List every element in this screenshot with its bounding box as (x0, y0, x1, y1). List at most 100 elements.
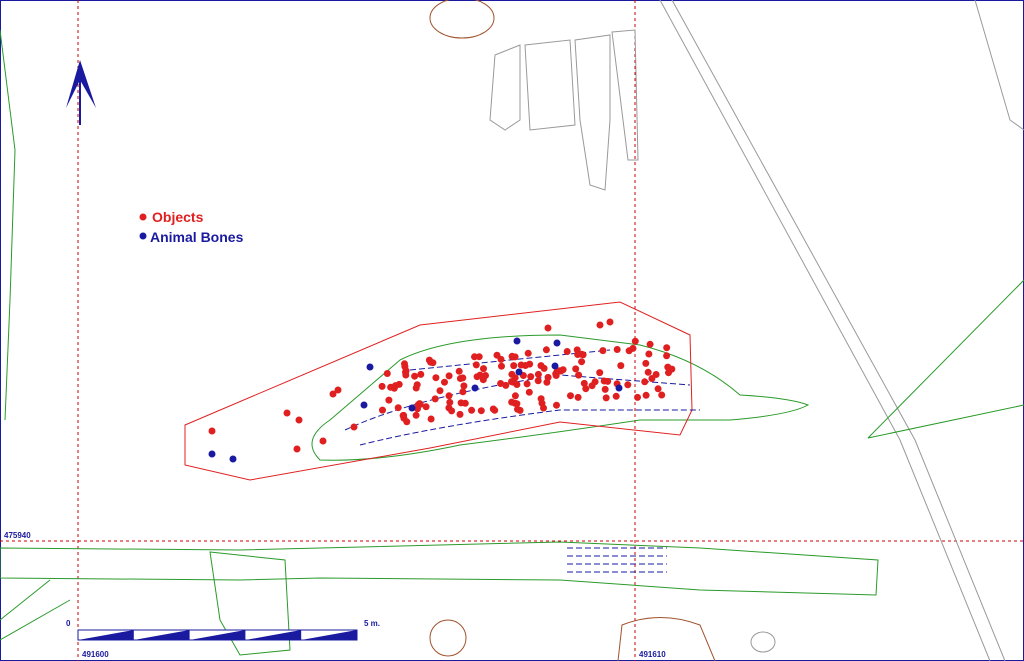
object-find (641, 378, 649, 386)
bone-find (229, 455, 237, 463)
object-find (475, 353, 483, 361)
bone-find (551, 362, 559, 370)
hatch (567, 547, 667, 573)
object-find (572, 365, 580, 373)
bone-find (615, 384, 623, 392)
pit-outline (429, 0, 495, 39)
object-find (460, 382, 468, 390)
object-find (329, 390, 337, 398)
object-find (606, 318, 614, 326)
brown-features (429, 0, 716, 661)
object-find (634, 393, 641, 401)
object-find (403, 418, 411, 426)
object-find (445, 372, 453, 380)
object-find (385, 396, 393, 404)
object-find (591, 378, 599, 386)
object-find (477, 407, 485, 415)
scale-wedge (189, 630, 246, 640)
object-find (399, 412, 407, 419)
object-find (513, 381, 521, 388)
object-find (663, 344, 671, 352)
object-find (563, 348, 571, 355)
object-find (658, 391, 666, 399)
bone-find (366, 363, 374, 371)
object-find (334, 386, 342, 394)
grid-label: 475940 (4, 531, 31, 540)
legend-label: Objects (152, 209, 204, 225)
features (489, 0, 1024, 661)
object-find (445, 404, 453, 412)
object-find (579, 351, 587, 359)
object-find (631, 337, 639, 345)
object-find (537, 362, 545, 370)
object-find (427, 415, 435, 423)
grid-label: 491600 (82, 650, 109, 659)
object-find (652, 371, 660, 378)
ditch-outline (0, 541, 879, 596)
object-find (319, 437, 327, 445)
object-find (468, 406, 476, 414)
object-find (544, 324, 552, 332)
object-find (445, 392, 453, 400)
object-find (654, 385, 662, 393)
object-find (523, 380, 531, 388)
edge (0, 29, 16, 421)
bone-find (360, 401, 368, 409)
edge (0, 579, 71, 641)
object-find (459, 374, 467, 382)
green-features (0, 29, 1024, 656)
object-find (600, 377, 608, 385)
bone-find (513, 337, 521, 345)
object-find (459, 388, 467, 396)
bone-find (553, 339, 561, 347)
object-find (497, 380, 505, 387)
bone-find (408, 404, 416, 412)
object-find (642, 359, 650, 367)
object-find (350, 423, 358, 431)
object-find (542, 346, 550, 354)
object-find (508, 370, 516, 378)
object-find (543, 378, 551, 386)
object-find (510, 362, 518, 370)
object-find (511, 392, 519, 400)
object-find (580, 379, 588, 387)
object-find (394, 404, 402, 412)
object-find (575, 371, 583, 379)
object-find (425, 356, 433, 364)
object-find (436, 387, 444, 395)
object-find (574, 351, 582, 358)
edge (974, 0, 1024, 131)
object-find (624, 381, 632, 389)
object-find (455, 367, 463, 375)
object-find (552, 372, 560, 379)
object-find (601, 385, 609, 393)
bone-find (471, 384, 479, 392)
object-find (578, 358, 586, 366)
object-find (476, 371, 484, 379)
object-find (378, 382, 386, 390)
object-find (283, 409, 291, 417)
object-find (516, 406, 524, 414)
scale-wedge (245, 630, 302, 640)
scale-wedge (78, 630, 134, 640)
object-find (411, 372, 419, 380)
object-find (559, 366, 567, 374)
bone-find (515, 368, 523, 376)
object-find (446, 398, 454, 406)
object-find (599, 347, 607, 355)
object-find (432, 374, 440, 382)
object-find (208, 427, 216, 435)
legend-marker (139, 232, 147, 240)
pit-outline (429, 619, 467, 657)
object-find (613, 346, 621, 353)
object-find (521, 362, 529, 369)
pits (489, 29, 639, 191)
object-find (524, 349, 532, 357)
object-find (602, 394, 610, 402)
object-find (379, 406, 386, 414)
object-find (567, 392, 574, 400)
object-find (383, 370, 391, 377)
object-find (441, 378, 448, 386)
